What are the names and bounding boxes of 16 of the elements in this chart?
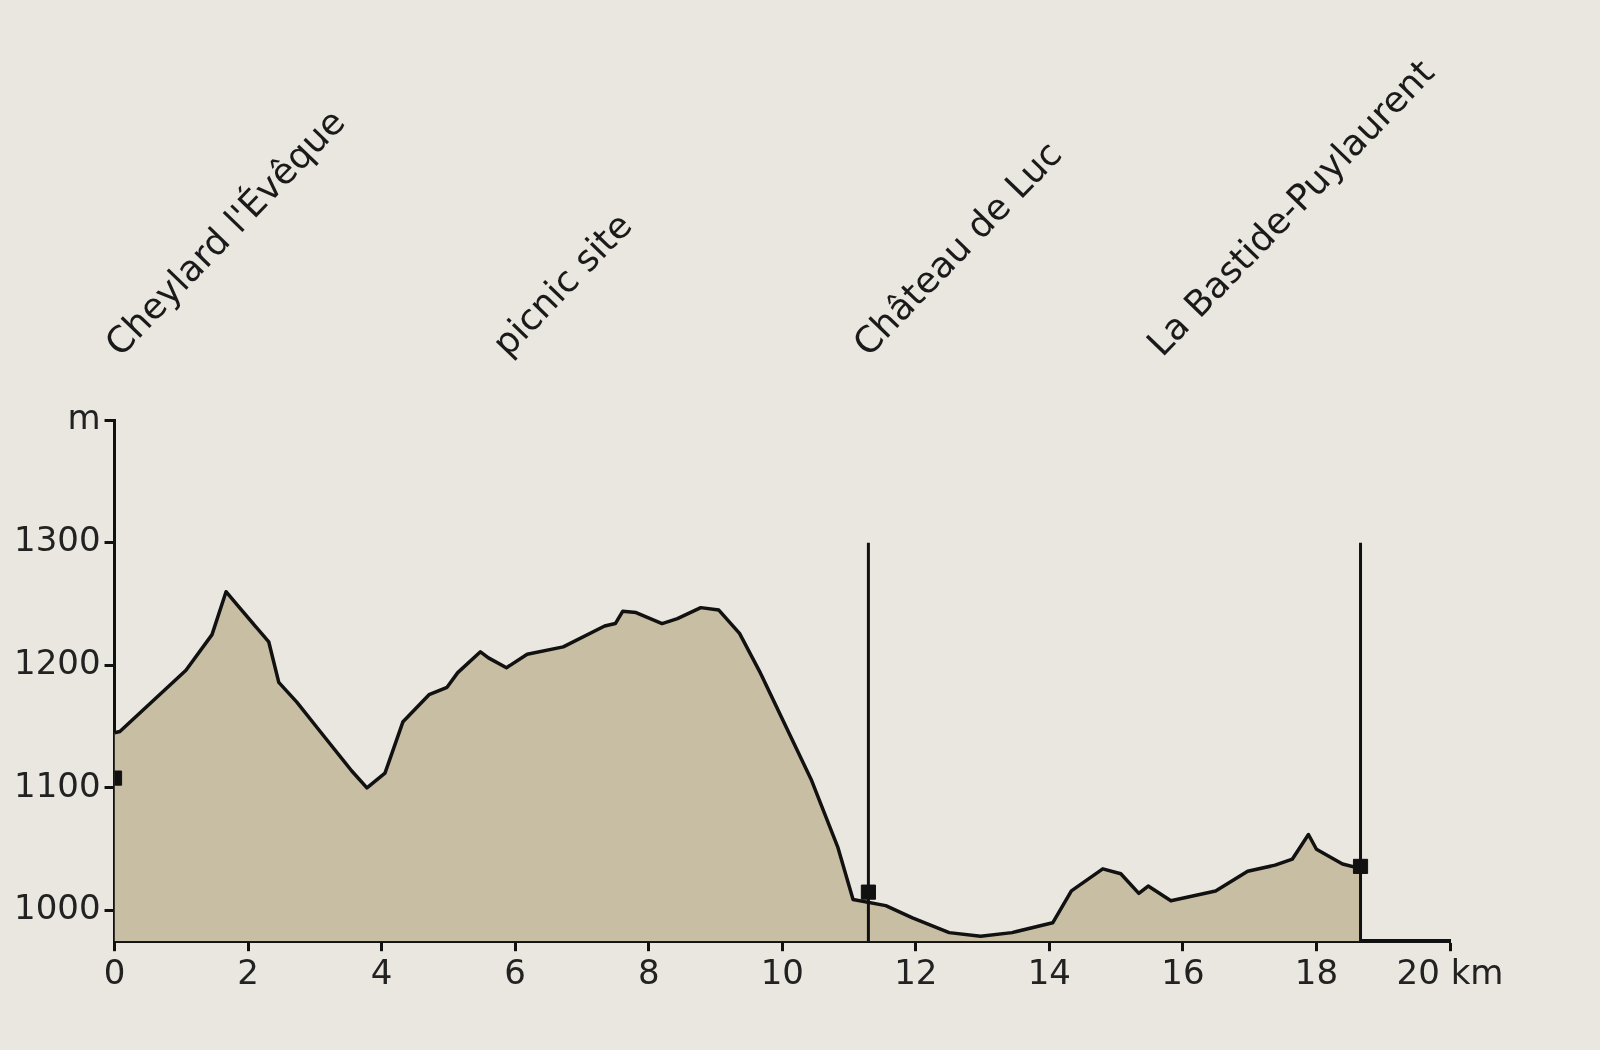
y-tick-label: 1000 [14, 887, 101, 928]
x-tick-label: 20 km [1396, 952, 1504, 993]
y-tick-label: 1100 [14, 764, 101, 805]
y-tick-label: 1300 [14, 519, 101, 560]
x-tick-label: 12 [894, 952, 938, 993]
x-tick-label: 6 [504, 952, 526, 993]
x-tick-label: 8 [637, 952, 660, 993]
x-tick-label: 2 [237, 952, 259, 993]
y-tick-label: m [67, 396, 101, 437]
x-tick-label: 4 [370, 952, 393, 993]
x-tick-label: 10 [760, 952, 804, 993]
x-tick-label: 0 [103, 952, 126, 993]
x-tick-label: 16 [1161, 952, 1205, 993]
y-tick-label: 1200 [14, 642, 101, 683]
x-tick-label: 18 [1294, 952, 1339, 993]
x-tick-label: 14 [1027, 952, 1071, 993]
